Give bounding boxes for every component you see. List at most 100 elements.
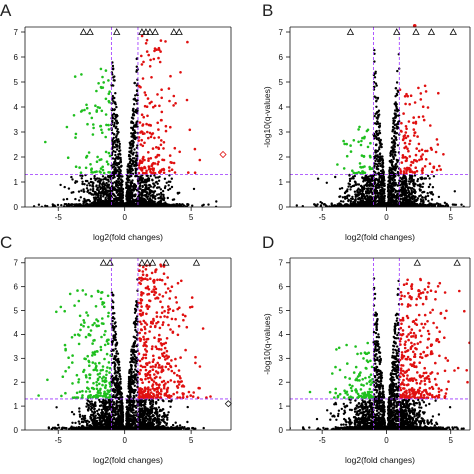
scatter-point xyxy=(98,170,101,173)
scatter-point xyxy=(352,205,356,207)
scatter-point xyxy=(143,165,146,169)
scatter-point xyxy=(359,165,362,169)
scatter-point xyxy=(107,200,110,203)
scatter-point xyxy=(89,180,93,184)
scatter-point xyxy=(182,204,186,207)
scatter-point xyxy=(388,171,391,175)
scatter-point xyxy=(336,163,339,166)
scatter-point xyxy=(168,203,172,207)
scatter-point xyxy=(424,158,428,161)
scatter-point xyxy=(394,191,397,194)
scatter-point xyxy=(405,127,408,131)
scatter-point xyxy=(130,165,133,168)
scatter-point xyxy=(362,180,365,183)
scatter-point xyxy=(399,171,402,175)
scatter-point xyxy=(133,148,136,151)
scatter-point xyxy=(86,122,89,126)
scatter-point xyxy=(418,195,421,198)
scatter-point xyxy=(145,188,148,191)
scatter-point xyxy=(159,143,163,147)
scatter-point xyxy=(94,178,97,182)
scatter-point xyxy=(126,181,129,184)
scatter-point xyxy=(133,137,136,140)
scatter-point xyxy=(131,179,134,182)
scatter-point xyxy=(141,124,144,127)
scatter-point xyxy=(147,151,150,154)
scatter-point xyxy=(154,156,158,159)
y-tick-label: 6 xyxy=(14,53,19,62)
scatter-point xyxy=(101,165,104,169)
scatter-point xyxy=(130,163,133,166)
scatter-point xyxy=(377,204,380,207)
scatter-point xyxy=(390,146,393,149)
scatter-point xyxy=(359,143,363,147)
scatter-point xyxy=(388,179,391,182)
scatter-point xyxy=(426,194,430,198)
scatter-point xyxy=(377,195,380,199)
scatter-point xyxy=(135,57,138,61)
scatter-point xyxy=(376,160,380,163)
scatter-point xyxy=(377,184,380,187)
scatter-point xyxy=(404,131,408,134)
scatter-point xyxy=(420,200,423,203)
scatter-point xyxy=(135,65,138,68)
scatter-point xyxy=(128,161,132,164)
scatter-point xyxy=(114,92,117,95)
scatter-point xyxy=(156,153,160,157)
scatter-point xyxy=(105,194,109,197)
scatter-point xyxy=(112,176,115,180)
scatter-point xyxy=(349,185,353,189)
scatter-point xyxy=(373,156,377,159)
scatter-point xyxy=(379,164,382,168)
scatter-point xyxy=(59,183,62,187)
scatter-point xyxy=(344,190,347,194)
scatter-point xyxy=(365,129,369,133)
scatter-point xyxy=(409,94,413,97)
scatter-point xyxy=(96,203,99,206)
scatter-point xyxy=(348,179,352,183)
scatter-point xyxy=(148,101,152,105)
scatter-point xyxy=(430,198,434,201)
scatter-point xyxy=(148,183,151,187)
scatter-point xyxy=(67,187,71,190)
scatter-point xyxy=(135,146,139,149)
scatter-point xyxy=(80,73,83,76)
scatter-point xyxy=(360,197,364,200)
scatter-point xyxy=(152,204,155,207)
extreme-point-triangle xyxy=(170,28,178,35)
scatter-point xyxy=(100,109,104,113)
scatter-point xyxy=(396,108,399,111)
scatter-point xyxy=(82,205,85,207)
scatter-point xyxy=(144,179,147,182)
scatter-point xyxy=(411,187,414,190)
scatter-point xyxy=(142,60,145,64)
plot-frame xyxy=(289,26,471,208)
scatter-point xyxy=(119,160,123,163)
scatter-point xyxy=(374,200,377,204)
scatter-point xyxy=(439,168,443,171)
scatter-point xyxy=(115,184,118,188)
scatter-point xyxy=(322,203,326,206)
scatter-point xyxy=(419,98,423,101)
scatter-point xyxy=(151,147,155,150)
scatter-point xyxy=(381,187,384,190)
scatter-point xyxy=(388,166,391,169)
scatter-point xyxy=(139,175,142,178)
scatter-point xyxy=(358,125,361,129)
scatter-point xyxy=(168,169,171,173)
scatter-point xyxy=(167,188,170,192)
scatter-point xyxy=(130,191,134,194)
scatter-point xyxy=(354,195,357,198)
scatter-point xyxy=(134,199,138,203)
scatter-point xyxy=(324,204,328,207)
scatter-point xyxy=(131,185,134,188)
scatter-point xyxy=(391,153,394,156)
scatter-point xyxy=(128,146,131,150)
scatter-point xyxy=(147,167,151,171)
scatter-point xyxy=(80,109,84,112)
scatter-point xyxy=(108,154,112,158)
scatter-point xyxy=(393,123,397,127)
scatter-point xyxy=(133,134,136,138)
scatter-point xyxy=(402,204,405,207)
scatter-point xyxy=(437,202,440,206)
